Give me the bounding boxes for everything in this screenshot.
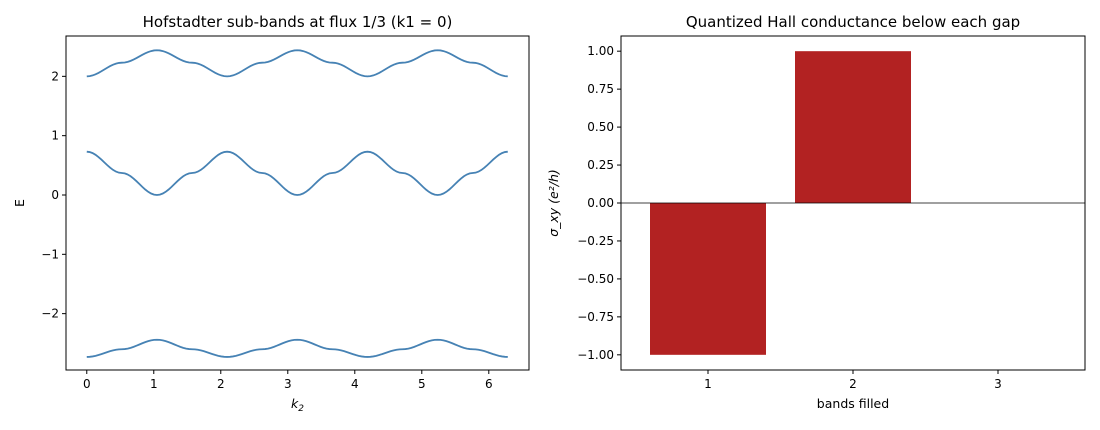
band-y-tick-label: −1 — [41, 247, 59, 261]
band-chart-title: Hofstadter sub-bands at flux 1/3 (k1 = 0… — [143, 13, 453, 31]
band-x-ticks: 0 1 2 3 4 5 6 — [83, 370, 493, 391]
hall-conductance-panel: Quantized Hall conductance below each ga… — [546, 13, 1086, 411]
hall-x-tick-label: 2 — [849, 377, 857, 391]
hall-x-tick-label: 3 — [994, 377, 1002, 391]
hall-y-ticks: −1.00 −0.75 −0.50 −0.25 0.00 0.25 0.50 0.75 1.00 — [577, 44, 621, 362]
band-x-tick-label: 5 — [418, 377, 426, 391]
band-x-tick-label: 1 — [150, 377, 158, 391]
hall-y-tick-label: −0.25 — [577, 234, 614, 248]
band-x-tick-label: 3 — [284, 377, 292, 391]
hall-y-tick-label: 0.25 — [587, 158, 614, 172]
band-y-ticks: −2 −1 0 1 2 — [41, 69, 66, 321]
band-structure-panel: Hofstadter sub-bands at flux 1/3 (k1 = 0… — [12, 13, 530, 414]
hall-bar-2 — [795, 51, 911, 203]
band-line-1 — [86, 49, 508, 78]
hall-y-tick-label: −1.00 — [577, 348, 614, 362]
hall-y-tick-label: 0.50 — [587, 120, 614, 134]
band-lines — [86, 49, 508, 358]
hall-x-ticks: 1 2 3 — [704, 370, 1002, 391]
band-y-tick-label: 1 — [51, 129, 59, 143]
hall-y-axis-label: σ_xy (e²/h) — [546, 169, 561, 237]
band-x-tick-label: 2 — [217, 377, 225, 391]
hall-bar-1 — [650, 203, 766, 355]
hall-y-tick-label: −0.50 — [577, 272, 614, 286]
band-x-axis-label-subscript: 2 — [298, 404, 304, 414]
hall-x-axis-label: bands filled — [817, 396, 889, 411]
hall-bars — [650, 51, 911, 355]
hall-chart-title: Quantized Hall conductance below each ga… — [686, 13, 1020, 31]
band-y-tick-label: 0 — [51, 188, 59, 202]
hall-y-tick-label: −0.75 — [577, 310, 614, 324]
band-x-tick-label: 6 — [485, 377, 493, 391]
hall-y-tick-label: 0.75 — [587, 82, 614, 96]
band-x-axis-label: k2 — [291, 396, 304, 414]
band-x-tick-label: 4 — [351, 377, 359, 391]
hall-x-tick-label: 1 — [704, 377, 712, 391]
hall-y-tick-label: 0.00 — [587, 196, 614, 210]
band-x-tick-label: 0 — [83, 377, 91, 391]
band-plot-frame — [65, 35, 530, 371]
band-line-2 — [86, 150, 508, 196]
band-y-axis-label: E — [12, 199, 27, 207]
band-y-tick-label: −2 — [41, 307, 59, 321]
band-x-axis-label-main: k — [291, 396, 299, 411]
hall-y-tick-label: 1.00 — [587, 44, 614, 58]
band-y-tick-label: 2 — [51, 69, 59, 83]
band-line-3 — [86, 338, 508, 358]
